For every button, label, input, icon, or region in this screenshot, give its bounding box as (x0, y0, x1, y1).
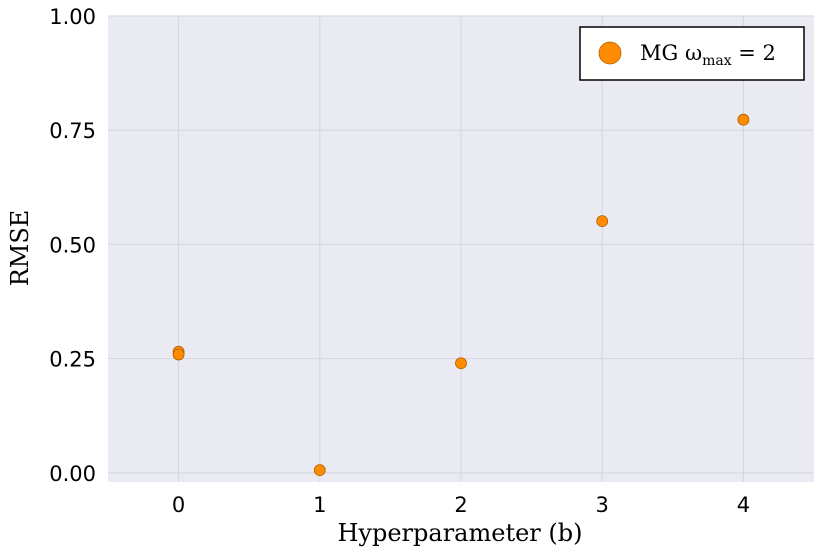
data-point (596, 215, 609, 228)
legend-entry-main: MG ω (640, 41, 702, 65)
legend-entry-label: MG ωmax = 2 (640, 41, 776, 69)
grid (108, 15, 814, 482)
data-points (172, 113, 750, 477)
x-tick-label: 1 (313, 493, 326, 517)
data-point (313, 464, 326, 477)
x-axis-label: Hyperparameter (b) (338, 519, 583, 547)
y-tick-label: 0.00 (49, 462, 96, 486)
y-axis-label: RMSE (6, 210, 34, 287)
legend-entry-tail: = 2 (732, 41, 776, 65)
x-tick-label: 3 (596, 493, 609, 517)
legend: MG ωmax = 2 (579, 26, 805, 81)
y-tick-label: 1.00 (49, 5, 96, 29)
y-axis-ticks: 0.00 0.25 0.50 0.75 1.00 (49, 5, 96, 486)
legend-marker (598, 41, 622, 65)
y-tick-label: 0.25 (49, 348, 96, 372)
x-tick-label: 0 (172, 493, 185, 517)
x-axis-ticks: 0 1 2 3 4 (172, 493, 750, 517)
data-point (737, 113, 750, 126)
y-tick-label: 0.50 (49, 233, 96, 257)
x-tick-label: 4 (737, 493, 750, 517)
data-point (172, 348, 185, 361)
x-tick-label: 2 (454, 493, 467, 517)
data-point (455, 357, 467, 370)
y-tick-label: 0.75 (49, 119, 96, 143)
legend-entry-subscript: max (702, 53, 732, 69)
